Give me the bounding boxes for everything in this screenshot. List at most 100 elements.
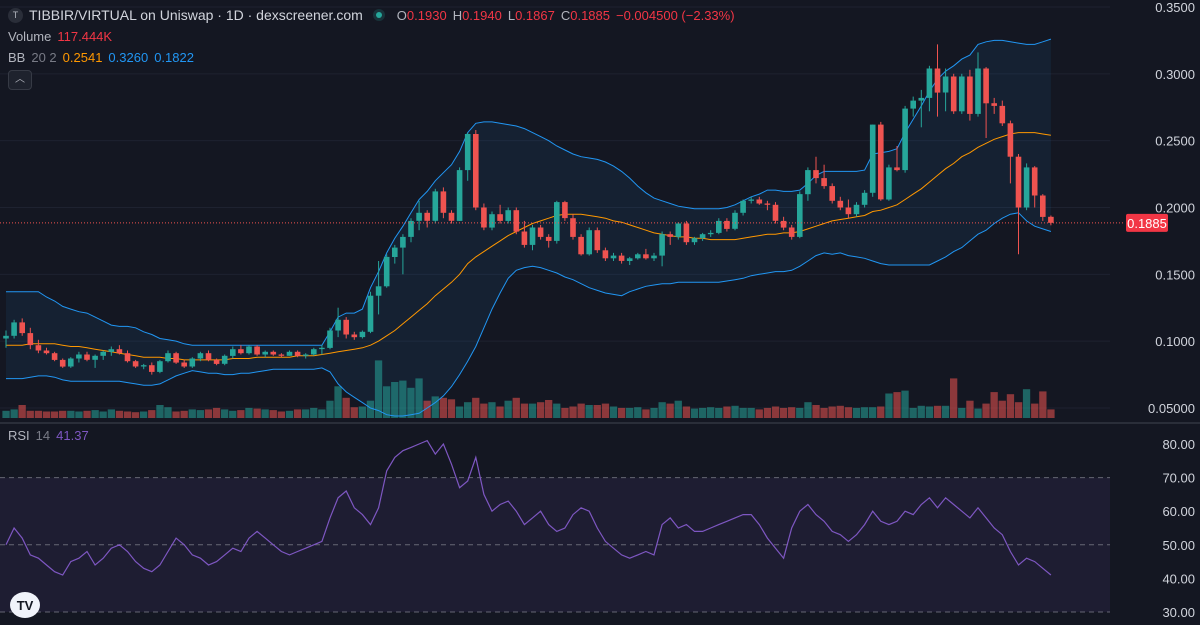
candle — [886, 164, 892, 201]
candle-body — [513, 210, 520, 232]
candle — [780, 216, 787, 231]
volume-bar — [901, 390, 909, 418]
volume-bar — [1047, 409, 1055, 418]
candle-body — [716, 220, 722, 233]
bollinger-legend[interactable]: BB 20 2 0.2541 0.3260 0.1822 — [8, 50, 194, 65]
candle — [950, 73, 957, 114]
volume-bar — [739, 407, 747, 418]
candle — [262, 350, 268, 358]
volume-bar — [723, 406, 731, 418]
candle-body — [562, 202, 568, 219]
candle — [424, 210, 430, 228]
candle-body — [829, 186, 835, 201]
candle-body — [335, 319, 341, 331]
price-tick-label: 0.3000 — [1155, 67, 1195, 82]
candle — [213, 358, 220, 366]
volume-bar — [804, 402, 812, 418]
rsi-axis: 80.00 70.00 60.00 50.00 40.00 30.00 — [1162, 437, 1195, 620]
volume-bar — [107, 409, 115, 418]
volume-bar — [237, 410, 245, 418]
candle — [991, 97, 997, 114]
volume-bar — [407, 387, 415, 418]
rsi-value: 41.37 — [56, 428, 89, 443]
volume-bar — [796, 407, 804, 418]
candle-body — [902, 108, 908, 171]
collapse-legend-button[interactable]: ︿ — [8, 70, 32, 90]
candle — [189, 357, 196, 368]
volume-legend[interactable]: Volume 117.444K — [8, 29, 112, 44]
candle — [43, 347, 50, 355]
last-price-badge — [1126, 213, 1168, 232]
volume-bar — [358, 406, 366, 418]
candle — [805, 167, 811, 201]
price-gridlines — [0, 6, 1110, 409]
candle — [205, 350, 212, 362]
candle — [797, 191, 803, 239]
rsi-legend[interactable]: RSI 14 41.37 — [8, 428, 89, 443]
volume-bar — [334, 386, 342, 418]
candle — [375, 261, 382, 315]
candle — [108, 346, 115, 356]
volume-bar — [488, 402, 496, 418]
bollinger-band-fill — [6, 39, 1051, 416]
price-tick-label: 0.05000 — [1148, 401, 1195, 416]
candle-body — [359, 331, 366, 338]
high-label: H — [452, 7, 463, 23]
volume-bar — [715, 407, 723, 418]
candle-body — [570, 218, 576, 237]
candle — [967, 69, 973, 121]
volume-bar — [2, 410, 10, 418]
candle-body — [489, 214, 495, 228]
candle — [286, 350, 293, 356]
candle-body — [886, 167, 892, 200]
candle — [440, 187, 447, 219]
candle-body — [918, 97, 925, 101]
candle — [926, 65, 933, 112]
candle-body — [845, 207, 852, 215]
tradingview-logo[interactable]: TV — [10, 592, 40, 618]
candle-body — [19, 322, 25, 334]
candle — [181, 359, 187, 368]
bb-label: BB — [8, 50, 26, 65]
symbol-legend[interactable]: T TIBBIR/VIRTUAL on Uniswap · 1D · dexsc… — [8, 7, 735, 23]
candle — [1031, 166, 1038, 208]
candle — [918, 89, 925, 128]
candle — [764, 200, 771, 211]
volume-bar — [1006, 394, 1015, 418]
volume-bar — [391, 382, 399, 418]
rsi-band-lines — [0, 477, 1110, 613]
candle — [505, 207, 511, 224]
volume-bar — [844, 407, 853, 418]
candle — [400, 234, 406, 275]
market-status-icon[interactable] — [372, 9, 385, 21]
candle-body — [246, 346, 252, 354]
candle — [456, 167, 463, 221]
bollinger-basis-line — [6, 132, 1051, 361]
candle-body — [1031, 167, 1038, 196]
candle — [3, 330, 9, 348]
candle — [659, 231, 665, 267]
candle-body — [707, 232, 714, 235]
volume-bar — [747, 407, 755, 418]
candle-body — [643, 254, 649, 259]
candle — [157, 359, 163, 374]
candle — [667, 231, 673, 245]
candle — [76, 351, 82, 363]
candle-body — [683, 223, 690, 243]
candle-body — [108, 349, 115, 352]
volume-bar — [982, 403, 990, 418]
volume-bar — [860, 407, 869, 418]
volume-bar — [933, 405, 942, 418]
candle — [359, 330, 366, 339]
candle-body — [788, 227, 795, 237]
candle-body — [27, 333, 34, 346]
volume-value: 117.444K — [57, 29, 113, 44]
candle — [59, 358, 66, 368]
volume-bar — [180, 410, 188, 418]
rsi-tick-label: 60.00 — [1162, 504, 1195, 519]
candle-body — [375, 286, 382, 296]
volume-bar — [221, 409, 229, 418]
candle-body — [545, 236, 552, 241]
volume-bar — [59, 410, 67, 418]
